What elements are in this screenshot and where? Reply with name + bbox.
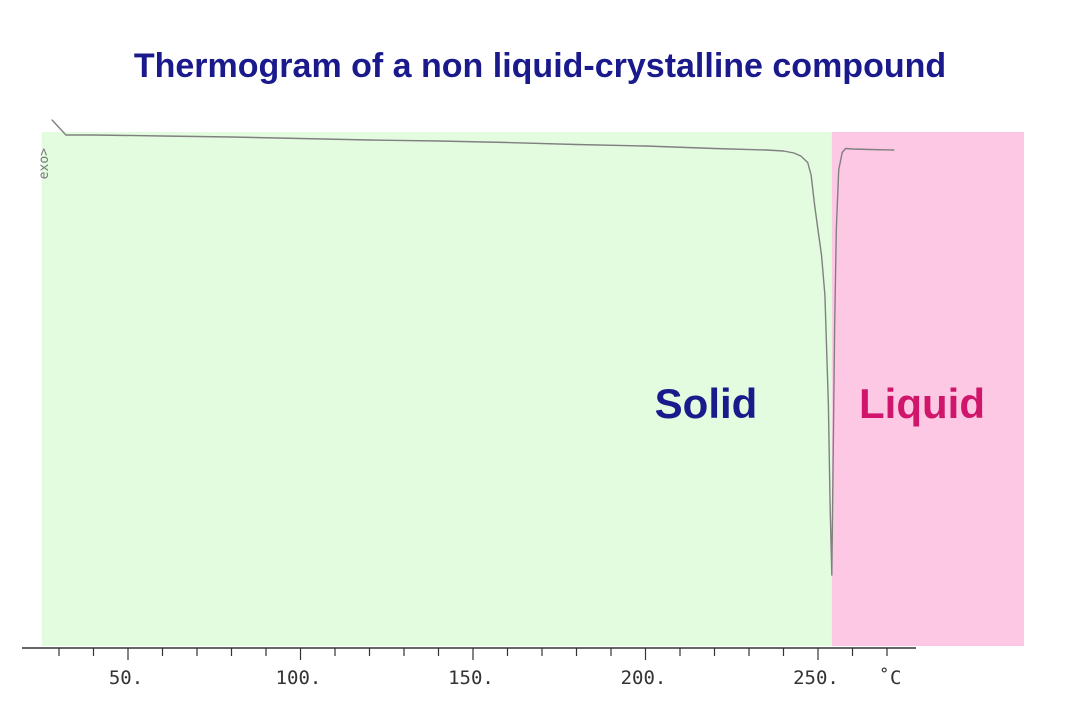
trace-point — [58, 126, 60, 129]
region-label-liquid: Liquid — [859, 380, 985, 427]
region-labels: Solid Liquid — [655, 380, 985, 427]
trace-point — [832, 454, 834, 456]
exo-direction-label: exo> — [37, 148, 52, 179]
trace-point — [230, 136, 233, 138]
x-tick-label: 50. — [109, 667, 143, 689]
trace-point — [793, 152, 795, 154]
trace-point — [299, 137, 302, 140]
trace-point — [800, 155, 802, 157]
trace-point — [838, 169, 840, 171]
trace-point — [835, 229, 837, 231]
trace-point — [810, 174, 812, 176]
x-tick-label: 100. — [276, 667, 322, 689]
trace-point — [869, 148, 871, 151]
trace-point — [368, 139, 371, 141]
trace-point — [893, 149, 895, 151]
trace-point — [437, 140, 440, 142]
region-solid — [41, 132, 832, 646]
trace-point — [644, 145, 647, 147]
trace-point — [161, 135, 164, 137]
trace-point — [827, 404, 830, 406]
trace-point — [834, 329, 836, 331]
trace-point — [506, 141, 509, 144]
x-tick-label: 250. — [793, 667, 839, 689]
region-label-solid: Solid — [655, 380, 758, 427]
trace-point — [713, 147, 716, 150]
trace-point — [575, 143, 578, 146]
region-liquid — [831, 132, 1024, 646]
trace-point — [807, 161, 809, 164]
trace-point — [829, 504, 831, 506]
trace-point — [831, 574, 833, 576]
x-tick-label: 200. — [621, 667, 667, 689]
trace-point — [824, 294, 826, 296]
trace-point — [820, 254, 823, 256]
trace-point — [51, 119, 53, 121]
trace-point — [851, 148, 854, 150]
trace-point — [817, 229, 819, 231]
x-tick-label: 150. — [448, 667, 494, 689]
trace-point — [841, 151, 843, 154]
trace-point — [65, 134, 67, 136]
trace-point — [814, 204, 816, 206]
trace-point — [782, 150, 785, 152]
trace-point — [845, 147, 847, 150]
trace-point — [765, 149, 767, 151]
phase-regions — [41, 132, 1024, 646]
dsc-trace-layer — [51, 119, 895, 576]
x-axis: 50. 100. 150. 200. 250. ˚C exo> — [22, 148, 916, 689]
chart-title: Thermogram of a non liquid-crystalline c… — [133, 47, 947, 85]
trace-point — [92, 134, 95, 136]
x-unit-label: ˚C — [879, 667, 902, 689]
